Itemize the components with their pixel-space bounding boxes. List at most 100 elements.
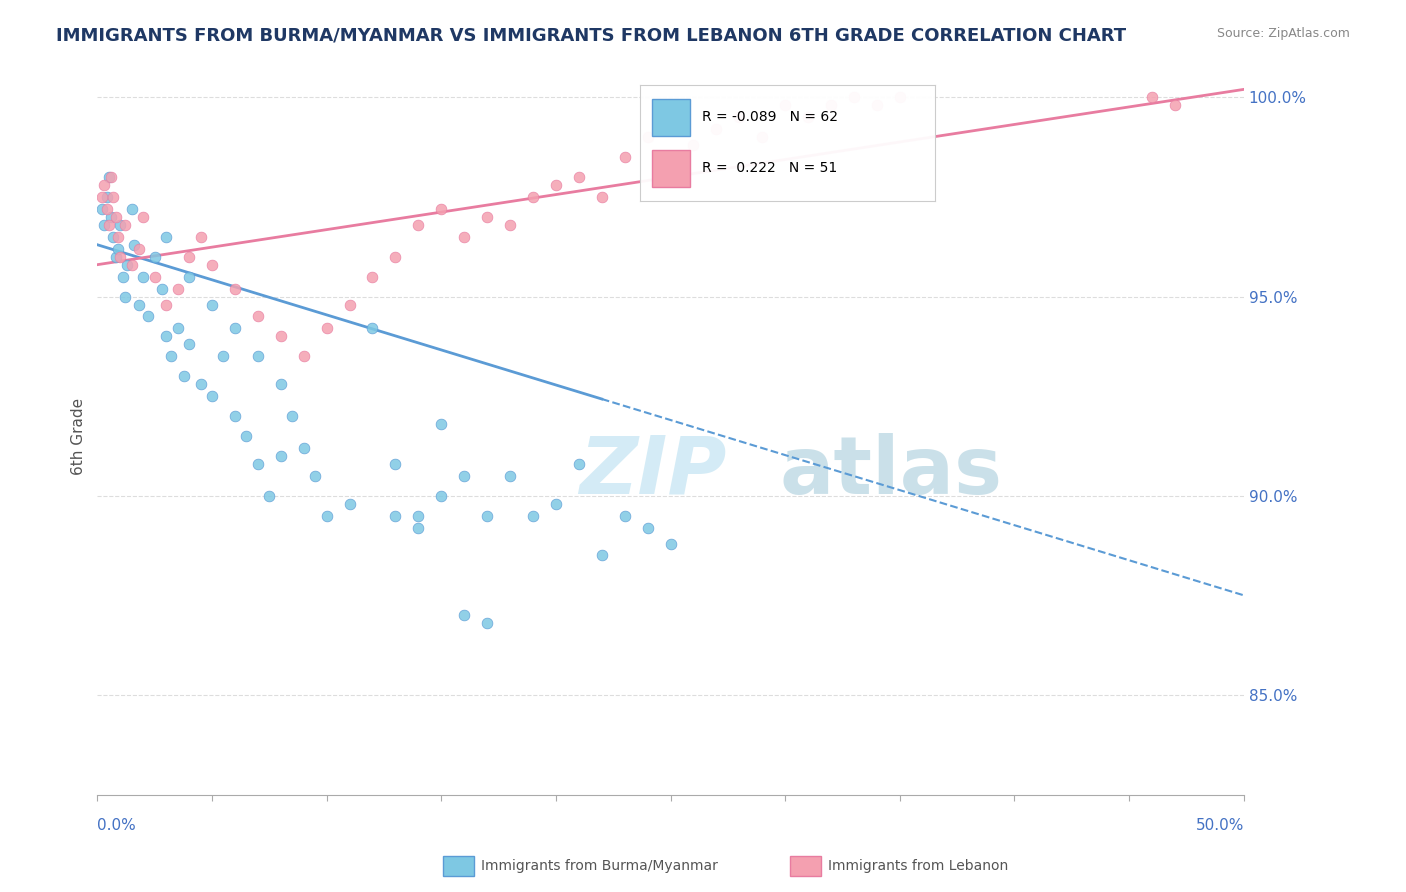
Text: 0.0%: 0.0% (97, 818, 136, 833)
FancyBboxPatch shape (651, 99, 690, 136)
Point (115, 258, 138, 272)
Point (177, 337, 200, 351)
Point (522, 508, 544, 523)
Point (121, 202, 143, 216)
Point (103, 229, 125, 244)
Point (190, 229, 212, 244)
Point (190, 377, 212, 392)
Point (110, 218, 132, 232)
Point (773, 98, 796, 112)
Point (315, 508, 337, 523)
Point (100, 210, 122, 224)
Point (270, 377, 292, 392)
Point (104, 210, 127, 224)
Point (103, 190, 125, 204)
Point (150, 282, 173, 296)
Point (224, 409, 246, 423)
Point (136, 310, 159, 324)
Point (96, 190, 118, 204)
Point (499, 468, 522, 483)
Point (866, 98, 889, 112)
Point (93, 178, 115, 192)
Point (155, 297, 177, 311)
Point (568, 457, 591, 471)
Point (122, 237, 145, 252)
Point (361, 269, 384, 284)
FancyBboxPatch shape (651, 150, 690, 186)
Point (97, 169, 120, 184)
Point (304, 468, 326, 483)
Point (613, 150, 636, 164)
Text: ZIP: ZIP (579, 433, 727, 511)
Point (132, 210, 155, 224)
Point (751, 130, 773, 145)
Point (453, 608, 475, 623)
Point (568, 169, 591, 184)
Point (430, 202, 453, 216)
Point (384, 508, 406, 523)
Point (820, 98, 842, 112)
Point (889, 90, 911, 104)
Point (143, 269, 166, 284)
Point (1140, 90, 1163, 104)
Point (143, 250, 166, 264)
Point (91, 202, 114, 216)
Point (659, 536, 682, 550)
Point (111, 269, 134, 284)
Text: atlas: atlas (779, 433, 1002, 511)
Point (270, 449, 292, 463)
Text: Immigrants from Lebanon: Immigrants from Lebanon (828, 859, 1008, 873)
Point (591, 190, 613, 204)
Point (797, 110, 820, 124)
Point (224, 321, 246, 335)
Point (104, 250, 127, 264)
Point (339, 497, 361, 511)
Point (453, 468, 475, 483)
Text: 50.0%: 50.0% (1195, 818, 1244, 833)
Point (177, 269, 200, 284)
Point (201, 297, 224, 311)
Point (114, 218, 136, 232)
Point (475, 210, 498, 224)
Text: R = -0.089   N = 62: R = -0.089 N = 62 (702, 111, 838, 124)
Point (430, 489, 453, 503)
Point (177, 250, 200, 264)
Point (246, 310, 269, 324)
Point (339, 297, 361, 311)
Point (201, 389, 224, 403)
Point (1164, 98, 1187, 112)
Point (475, 508, 498, 523)
Point (166, 321, 188, 335)
Point (315, 321, 337, 335)
Point (259, 489, 281, 503)
Point (430, 417, 453, 431)
Point (155, 329, 177, 343)
Point (544, 178, 567, 192)
Point (128, 297, 150, 311)
Point (159, 349, 181, 363)
Text: IMMIGRANTS FROM BURMA/MYANMAR VS IMMIGRANTS FROM LEBANON 6TH GRADE CORRELATION C: IMMIGRANTS FROM BURMA/MYANMAR VS IMMIGRA… (56, 27, 1126, 45)
Point (281, 409, 304, 423)
Point (292, 441, 315, 455)
Point (128, 242, 150, 256)
Point (544, 497, 567, 511)
Point (91, 190, 114, 204)
Point (842, 90, 865, 104)
Text: Source: ZipAtlas.com: Source: ZipAtlas.com (1216, 27, 1350, 40)
Point (499, 218, 522, 232)
Point (384, 457, 406, 471)
Point (408, 218, 430, 232)
Point (235, 429, 257, 443)
Point (121, 258, 143, 272)
Point (100, 169, 122, 184)
Point (453, 229, 475, 244)
Point (212, 349, 235, 363)
Point (637, 520, 659, 534)
Point (96, 202, 118, 216)
Point (384, 250, 406, 264)
Point (292, 349, 315, 363)
Point (728, 110, 751, 124)
Point (475, 616, 498, 631)
Point (107, 242, 129, 256)
Point (173, 369, 195, 384)
